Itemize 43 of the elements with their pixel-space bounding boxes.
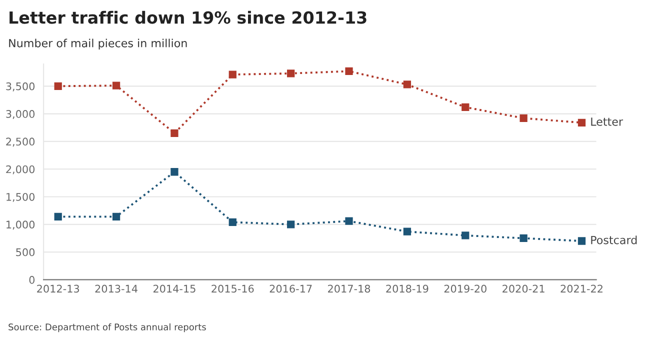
- x-tick-label: 2014-15: [153, 284, 196, 293]
- x-tick-label: 2012-13: [37, 284, 80, 293]
- point: [520, 234, 528, 242]
- x-tick-label: 2017-18: [328, 284, 370, 293]
- point: [112, 212, 120, 220]
- point: [287, 70, 295, 78]
- y-tick-label: 0: [29, 276, 35, 284]
- x-tick-label: 2018-19: [386, 284, 428, 293]
- point: [462, 103, 470, 111]
- y-tick-label: 1,500: [6, 192, 35, 202]
- x-tick-label: 2015-16: [212, 284, 254, 293]
- point: [345, 217, 353, 225]
- point: [228, 70, 236, 78]
- point: [520, 114, 528, 122]
- series-label: Letter: [591, 118, 624, 126]
- point: [170, 129, 178, 137]
- point: [54, 82, 62, 90]
- point: [578, 118, 586, 126]
- x-tick-label: 2021-22: [560, 284, 602, 293]
- y-tick-label: 3,000: [6, 110, 35, 119]
- x-tick-label: 2019-20: [444, 284, 486, 293]
- y-tick-label: 3,500: [6, 82, 35, 92]
- x-tick-label: 2016-17: [270, 284, 312, 293]
- chart-subtitle: Number of mail pieces in million: [9, 38, 187, 50]
- point: [228, 218, 236, 226]
- point: [345, 67, 353, 76]
- point: [54, 212, 62, 220]
- point: [112, 82, 120, 90]
- point: [287, 220, 295, 228]
- y-tick-label: 2,500: [6, 138, 35, 147]
- x-tick-label: 2020-21: [502, 284, 544, 293]
- point: [578, 237, 586, 245]
- y-tick-label: 2,000: [6, 165, 35, 174]
- chart-title: Letter traffic down 19% since 2012-13: [10, 10, 366, 24]
- y-tick-label: 500: [16, 248, 35, 256]
- point: [403, 228, 412, 236]
- point: [170, 168, 178, 176]
- series-label: Postcard: [591, 236, 637, 244]
- point: [403, 80, 412, 88]
- source-note: Source: Department of Posts annual reports: [8, 323, 206, 332]
- x-tick-label: 2013-14: [95, 284, 138, 293]
- y-tick-label: 1,000: [6, 220, 35, 230]
- point: [462, 232, 470, 240]
